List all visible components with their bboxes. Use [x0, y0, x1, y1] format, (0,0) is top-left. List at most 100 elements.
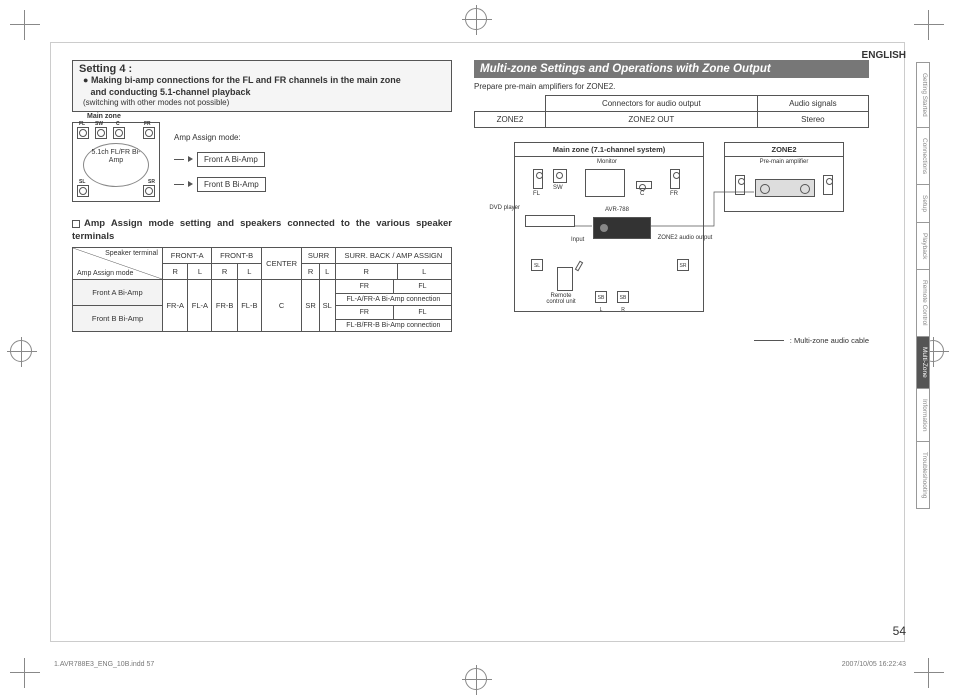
cell: FL-B — [237, 280, 261, 332]
th-r: R — [335, 264, 397, 280]
registration-mark — [465, 668, 487, 690]
square-bullet-icon — [72, 220, 80, 228]
th-sba: SURR. BACK / AMP ASSIGN — [335, 248, 451, 264]
th-center: CENTER — [261, 248, 301, 280]
side-tab-multi-zone[interactable]: Multi-Zone — [917, 337, 929, 389]
t2-h2: Audio signals — [757, 96, 868, 112]
amp-assign-table: Speaker terminal Amp Assign mode FRONT-A… — [72, 247, 452, 332]
sba-fr: FR — [336, 280, 394, 294]
side-tab-remote-control[interactable]: Remote Control — [917, 270, 929, 337]
amp-opt-b: Front B Bi-Amp — [174, 177, 266, 192]
prepare-text: Prepare pre-main amplifiers for ZONE2. — [474, 82, 869, 91]
cable-legend: : Multi-zone audio cable — [474, 336, 869, 345]
speaker-c-icon — [113, 127, 125, 139]
setting4-note: (switching with other modes not possible… — [79, 98, 445, 107]
spk-sr-label: SR — [148, 179, 155, 185]
sba-fr: FR — [336, 306, 394, 320]
spk-fr-label: FR — [144, 121, 151, 127]
zone2-connector-table: Connectors for audio output Audio signal… — [474, 95, 869, 128]
side-tab-troubleshooting[interactable]: Troubleshooting — [917, 442, 929, 508]
side-tab-getting-started[interactable]: Getting Started — [917, 63, 929, 128]
side-tab-information[interactable]: Information — [917, 389, 929, 443]
spk-sw-label: SW — [95, 121, 103, 127]
legend-text: : Multi-zone audio cable — [790, 336, 869, 345]
setting4-sub-l2: and conducting 5.1-channel playback — [91, 87, 251, 97]
arrow-right-icon — [188, 181, 193, 187]
diag-bottom-label: Amp Assign mode — [77, 270, 133, 277]
th-l: L — [188, 264, 212, 280]
system-diagram: Main zone (7.1-channel system) Monitor F… — [474, 142, 869, 332]
footer-file: 1.AVR788E3_ENG_10B.indd 57 — [54, 661, 154, 668]
speaker-sr-icon — [143, 185, 155, 197]
t2-zone2out: ZONE2 OUT — [545, 112, 757, 128]
amp-opt-b-label: Front B Bi-Amp — [197, 177, 266, 192]
setting4-sub-l1: Making bi-amp connections for the FL and… — [91, 75, 401, 85]
th-l: L — [237, 264, 261, 280]
sba-desc: FL-A/FR-A Bi-Amp connection — [336, 294, 451, 306]
cell: SR — [302, 280, 319, 332]
setting4-box: Setting 4 : ● Making bi-amp connections … — [72, 60, 452, 112]
row-label: Front A Bi-Amp — [73, 280, 163, 306]
speaker-fl-icon — [77, 127, 89, 139]
diagonal-header-cell: Speaker terminal Amp Assign mode — [73, 248, 163, 280]
crop-mark — [10, 10, 40, 40]
spk-c-label: C — [116, 121, 120, 127]
mainzone-box: Main zone FL SW C FR SL SR 5.1ch FL/FR B… — [72, 122, 160, 202]
amp-opt-a: Front A Bi-Amp — [174, 152, 266, 167]
left-column: Setting 4 : ● Making bi-amp connections … — [72, 60, 452, 345]
crop-mark — [10, 658, 40, 688]
registration-mark — [465, 8, 487, 30]
cell: C — [261, 280, 301, 332]
t2-h1: Connectors for audio output — [545, 96, 757, 112]
right-column: Multi-zone Settings and Operations with … — [474, 60, 869, 345]
th-surr: SURR — [302, 248, 335, 264]
th-r: R — [163, 264, 188, 280]
crop-mark — [914, 658, 944, 688]
th-front-a: FRONT-A — [163, 248, 212, 264]
th-l: L — [397, 264, 451, 280]
speaker-sw-icon — [95, 127, 107, 139]
multizone-title-banner: Multi-zone Settings and Operations with … — [474, 60, 869, 78]
spk-sl-label: SL — [79, 179, 85, 185]
registration-mark — [10, 340, 32, 362]
t2-stereo: Stereo — [757, 112, 868, 128]
row-label: Front B Bi-Amp — [73, 306, 163, 332]
speaker-sl-icon — [77, 185, 89, 197]
connection-lines — [474, 142, 869, 332]
footer-timestamp: 2007/10/05 16:22:43 — [842, 661, 906, 668]
mainzone-center-text: 5.1ch FL/FR Bi-Amp — [85, 149, 147, 164]
sba-fl: FL — [393, 306, 451, 320]
amp-heading-text: Amp Assign mode setting and speakers con… — [72, 218, 452, 241]
cell: FL-A — [188, 280, 212, 332]
th-r: R — [212, 264, 237, 280]
page-number: 54 — [893, 624, 906, 638]
t2-zone2: ZONE2 — [475, 112, 546, 128]
side-tabs: Getting StartedConnectionsSetupPlaybackR… — [916, 62, 930, 509]
crop-mark — [914, 10, 944, 40]
cell: FR-A — [163, 280, 188, 332]
amp-assign-list: Amp Assign mode: Front A Bi-Amp Front B … — [174, 122, 266, 202]
cell: FR-B — [212, 280, 237, 332]
side-tab-playback[interactable]: Playback — [917, 223, 929, 270]
th-r: R — [302, 264, 319, 280]
speaker-fr-icon — [143, 127, 155, 139]
legend-line-icon — [754, 340, 784, 341]
side-tab-connections[interactable]: Connections — [917, 128, 929, 185]
page-content: Setting 4 : ● Making bi-amp connections … — [72, 60, 882, 345]
sba-cell: FRFLFL-B/FR-B Bi-Amp connection — [335, 306, 451, 332]
spk-fl-label: FL — [79, 121, 85, 127]
amp-opt-a-label: Front A Bi-Amp — [197, 152, 265, 167]
amp-assign-heading: Amp Assign mode setting and speakers con… — [72, 218, 452, 243]
th-front-b: FRONT-B — [212, 248, 261, 264]
side-tab-setup[interactable]: Setup — [917, 185, 929, 223]
sba-fl: FL — [393, 280, 451, 294]
sba-desc: FL-B/FR-B Bi-Amp connection — [336, 320, 451, 332]
sba-cell: FRFLFL-A/FR-A Bi-Amp connection — [335, 280, 451, 306]
mainzone-label: Main zone — [85, 113, 123, 120]
setting4-subtitle: ● Making bi-amp connections for the FL a… — [79, 75, 445, 98]
th-l: L — [319, 264, 335, 280]
cell: SL — [319, 280, 335, 332]
amp-mode-label: Amp Assign mode: — [174, 133, 266, 142]
mainzone-mini-diagram: Main zone FL SW C FR SL SR 5.1ch FL/FR B… — [72, 122, 452, 202]
arrow-right-icon — [188, 156, 193, 162]
